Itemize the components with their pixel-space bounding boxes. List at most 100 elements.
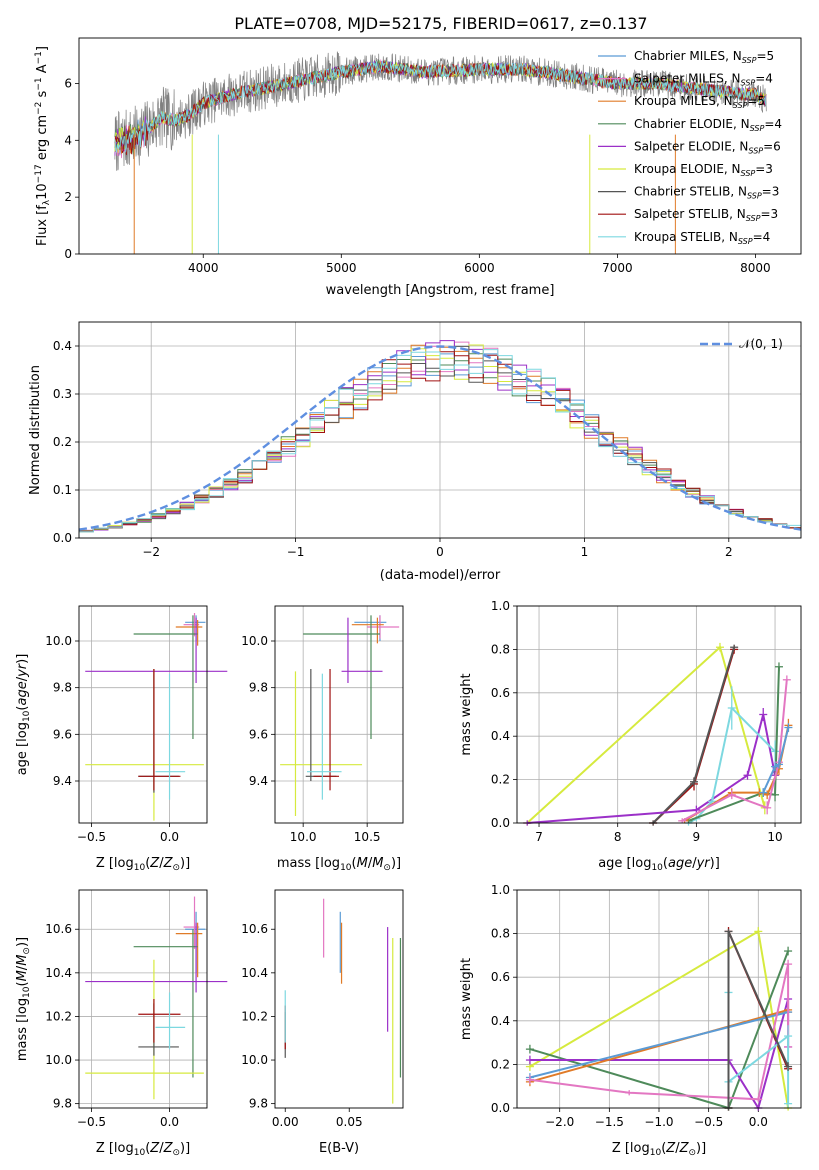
weight-vs-z-xtick-label: 0.0 (749, 1115, 768, 1129)
weight-vs-z-xtick-label: −0.5 (694, 1115, 723, 1129)
weight-vs-age-frame (516, 605, 802, 824)
figure-title: PLATE=0708, MJD=52175, FIBERID=0617, z=0… (234, 14, 647, 33)
weight-vs-age-ylabel: mass weight (459, 673, 474, 755)
spectrum-xlabel: wavelength [Angstrom, rest frame] (326, 283, 555, 298)
mass-vs-ebv-ytick-label: 10.4 (241, 966, 268, 980)
legend-label-kroupa-miles: Kroupa MILES, NSSP=5 (634, 94, 765, 110)
spectrum-plot-area (114, 51, 767, 254)
residuals-xtick-label: 1 (581, 545, 589, 559)
weight-vs-z-xtick-label: −2.0 (545, 1115, 574, 1129)
weight-vs-z-xtick-label: −1.0 (644, 1115, 673, 1129)
mass-vs-z-ylabel: mass [log10(M/M⊙)] (15, 937, 32, 1061)
residuals-xtick-label: −2 (142, 545, 160, 559)
mass-vs-z-frame (78, 889, 208, 1109)
legend-label-chabrier-elodie: Chabrier ELODIE, NSSP=4 (634, 117, 782, 133)
mass-vs-z-xtick-label: 0.0 (160, 1115, 179, 1129)
gaussian-curve (79, 345, 801, 531)
mass-vs-z-ytick-label: 9.8 (53, 1097, 72, 1111)
residuals-ytick-label: 0.0 (53, 531, 72, 545)
age-vs-z-frame (78, 605, 208, 824)
weight-vs-z-ytick-label: 0.8 (491, 927, 510, 941)
weight-vs-age-ytick-label: 0.6 (491, 686, 510, 700)
spectrum-xtick-label: 8000 (740, 261, 771, 275)
residuals-xtick-label: 0 (436, 545, 444, 559)
age-vs-mass-ytick-label: 9.4 (249, 774, 268, 788)
age-vs-z-ytick-label: 9.8 (53, 681, 72, 695)
spectrum-ylabel: Flux [fλ10−17 erg cm−2 s−1 A−1] (34, 46, 52, 246)
weight-vs-z-ytick-label: 0.6 (491, 970, 510, 984)
residuals-frame (78, 321, 802, 539)
age-vs-mass-ytick-label: 9.6 (249, 727, 268, 741)
age-vs-z-ytick-label: 9.6 (53, 727, 72, 741)
legend-label-kroupa-stelib: Kroupa STELIB, NSSP=4 (634, 230, 770, 246)
legend-label-chabrier-miles: Chabrier MILES, NSSP=5 (634, 49, 774, 65)
age-vs-mass-xtick-label: 10.0 (290, 830, 317, 844)
age-vs-mass-frame (274, 605, 404, 824)
legend-label-chabrier-stelib: Chabrier STELIB, NSSP=3 (634, 185, 779, 201)
weight-vs-z-frame (516, 889, 802, 1109)
mass-vs-ebv-xtick-label: 0.00 (272, 1115, 299, 1129)
residuals-ytick-label: 0.2 (53, 435, 72, 449)
legend-gaussian-label: 𝒩(0, 1) (739, 337, 783, 351)
age-vs-mass-xtick-label: 10.5 (354, 830, 381, 844)
spectrum-frame (78, 37, 802, 255)
legend-label-salpeter-elodie: Salpeter ELODIE, NSSP=6 (634, 139, 781, 155)
weight-vs-age-xtick-label: 10 (767, 830, 782, 844)
weight-vs-age-xtick-label: 8 (614, 830, 622, 844)
residuals-ytick-label: 0.4 (53, 339, 72, 353)
weight-vs-age-ytick-label: 0.8 (491, 642, 510, 656)
weight-vs-z-xtick-label: −1.5 (595, 1115, 624, 1129)
mass-vs-ebv-frame (274, 889, 404, 1109)
weight-vs-age-xtick-label: 7 (535, 830, 543, 844)
weight-vs-age-ytick-label: 0.4 (491, 729, 510, 743)
spectrum-ytick-label: 4 (64, 133, 72, 147)
spectrum-axes: 4000 5000 6000 7000 8000 0 2 4 6 (64, 76, 770, 275)
weight-vs-age-xtick-label: 9 (693, 830, 701, 844)
age-vs-mass-ytick-label: 9.8 (249, 681, 268, 695)
age-vs-z-ytick-label: 10.0 (45, 634, 72, 648)
weight-vs-age-xlabel: age [log10(age/yr)] (598, 856, 720, 873)
mass-vs-ebv-ytick-label: 9.8 (249, 1097, 268, 1111)
spectrum-xtick-label: 5000 (326, 261, 357, 275)
weight-vs-z-xlabel: Z [log10(Z/Z⊙)] (612, 1141, 706, 1158)
weight-vs-z-ytick-label: 1.0 (491, 883, 510, 897)
spectrum-xtick-label: 7000 (602, 261, 633, 275)
age-vs-z-xlabel: Z [log10(Z/Z⊙)] (96, 856, 190, 873)
mass-vs-z-xlabel: Z [log10(Z/Z⊙)] (96, 1141, 190, 1158)
residuals-ytick-label: 0.1 (53, 483, 72, 497)
weight-vs-z-ytick-label: 0.4 (491, 1014, 510, 1028)
spectrum-ytick-label: 2 (64, 190, 72, 204)
residuals-plot-area (79, 340, 801, 538)
age-vs-z-points (85, 613, 228, 821)
weight-vs-age-line-salpeter-elodie (527, 714, 776, 824)
residual-hist-kroupa-stelib (79, 349, 801, 538)
weight-vs-age-ytick-label: 0.0 (491, 816, 510, 830)
mass-vs-ebv-ytick-label: 10.0 (241, 1053, 268, 1067)
weight-vs-age-ytick-label: 1.0 (491, 599, 510, 613)
spectrum-xtick-label: 4000 (188, 261, 219, 275)
age-vs-z-xtick-label: 0.0 (160, 830, 179, 844)
mass-vs-z-ytick-label: 10.0 (45, 1053, 72, 1067)
mass-vs-ebv-xlabel: E(B-V) (319, 1141, 359, 1156)
age-vs-z-ytick-label: 9.4 (53, 774, 72, 788)
age-vs-mass-points (280, 615, 400, 816)
age-vs-z-xtick-label: −0.5 (77, 830, 106, 844)
mass-vs-ebv-axes: 0.00 0.05 9.8 10.0 10.2 10.4 10.6 (241, 922, 362, 1129)
mass-vs-z-axes: −0.5 0.0 9.8 10.0 10.2 10.4 10.6 (45, 890, 207, 1129)
spectrum-ytick-label: 0 (64, 247, 72, 261)
weight-vs-age-axes: 7 8 9 10 0.0 0.2 0.4 0.6 0.8 1.0 (491, 599, 801, 844)
weight-vs-z-ylabel: mass weight (459, 958, 474, 1040)
residuals-ytick-label: 0.3 (53, 387, 72, 401)
weight-vs-z-ytick-label: 0.2 (491, 1057, 510, 1071)
legend-label-salpeter-miles: Salpeter MILES, NSSP=4 (634, 72, 773, 88)
weight-vs-age-line-chabrier-elodie (688, 666, 780, 822)
age-vs-mass-xlabel: mass [log10(M/M⊙)] (277, 856, 401, 873)
weight-vs-z-ytick-label: 0.0 (491, 1101, 510, 1115)
residuals-xtick-label: −1 (287, 545, 305, 559)
weight-vs-age-ytick-label: 0.2 (491, 773, 510, 787)
mass-vs-z-ytick-label: 10.2 (45, 1009, 72, 1023)
mass-vs-z-ytick-label: 10.4 (45, 966, 72, 980)
residuals-ylabel: Normed distribution (28, 365, 43, 495)
spectrum-model-kroupa-stelib (114, 60, 767, 153)
residuals-axes: −2 −1 0 1 2 0.0 0.1 0.2 0.3 0.4 (53, 322, 801, 559)
